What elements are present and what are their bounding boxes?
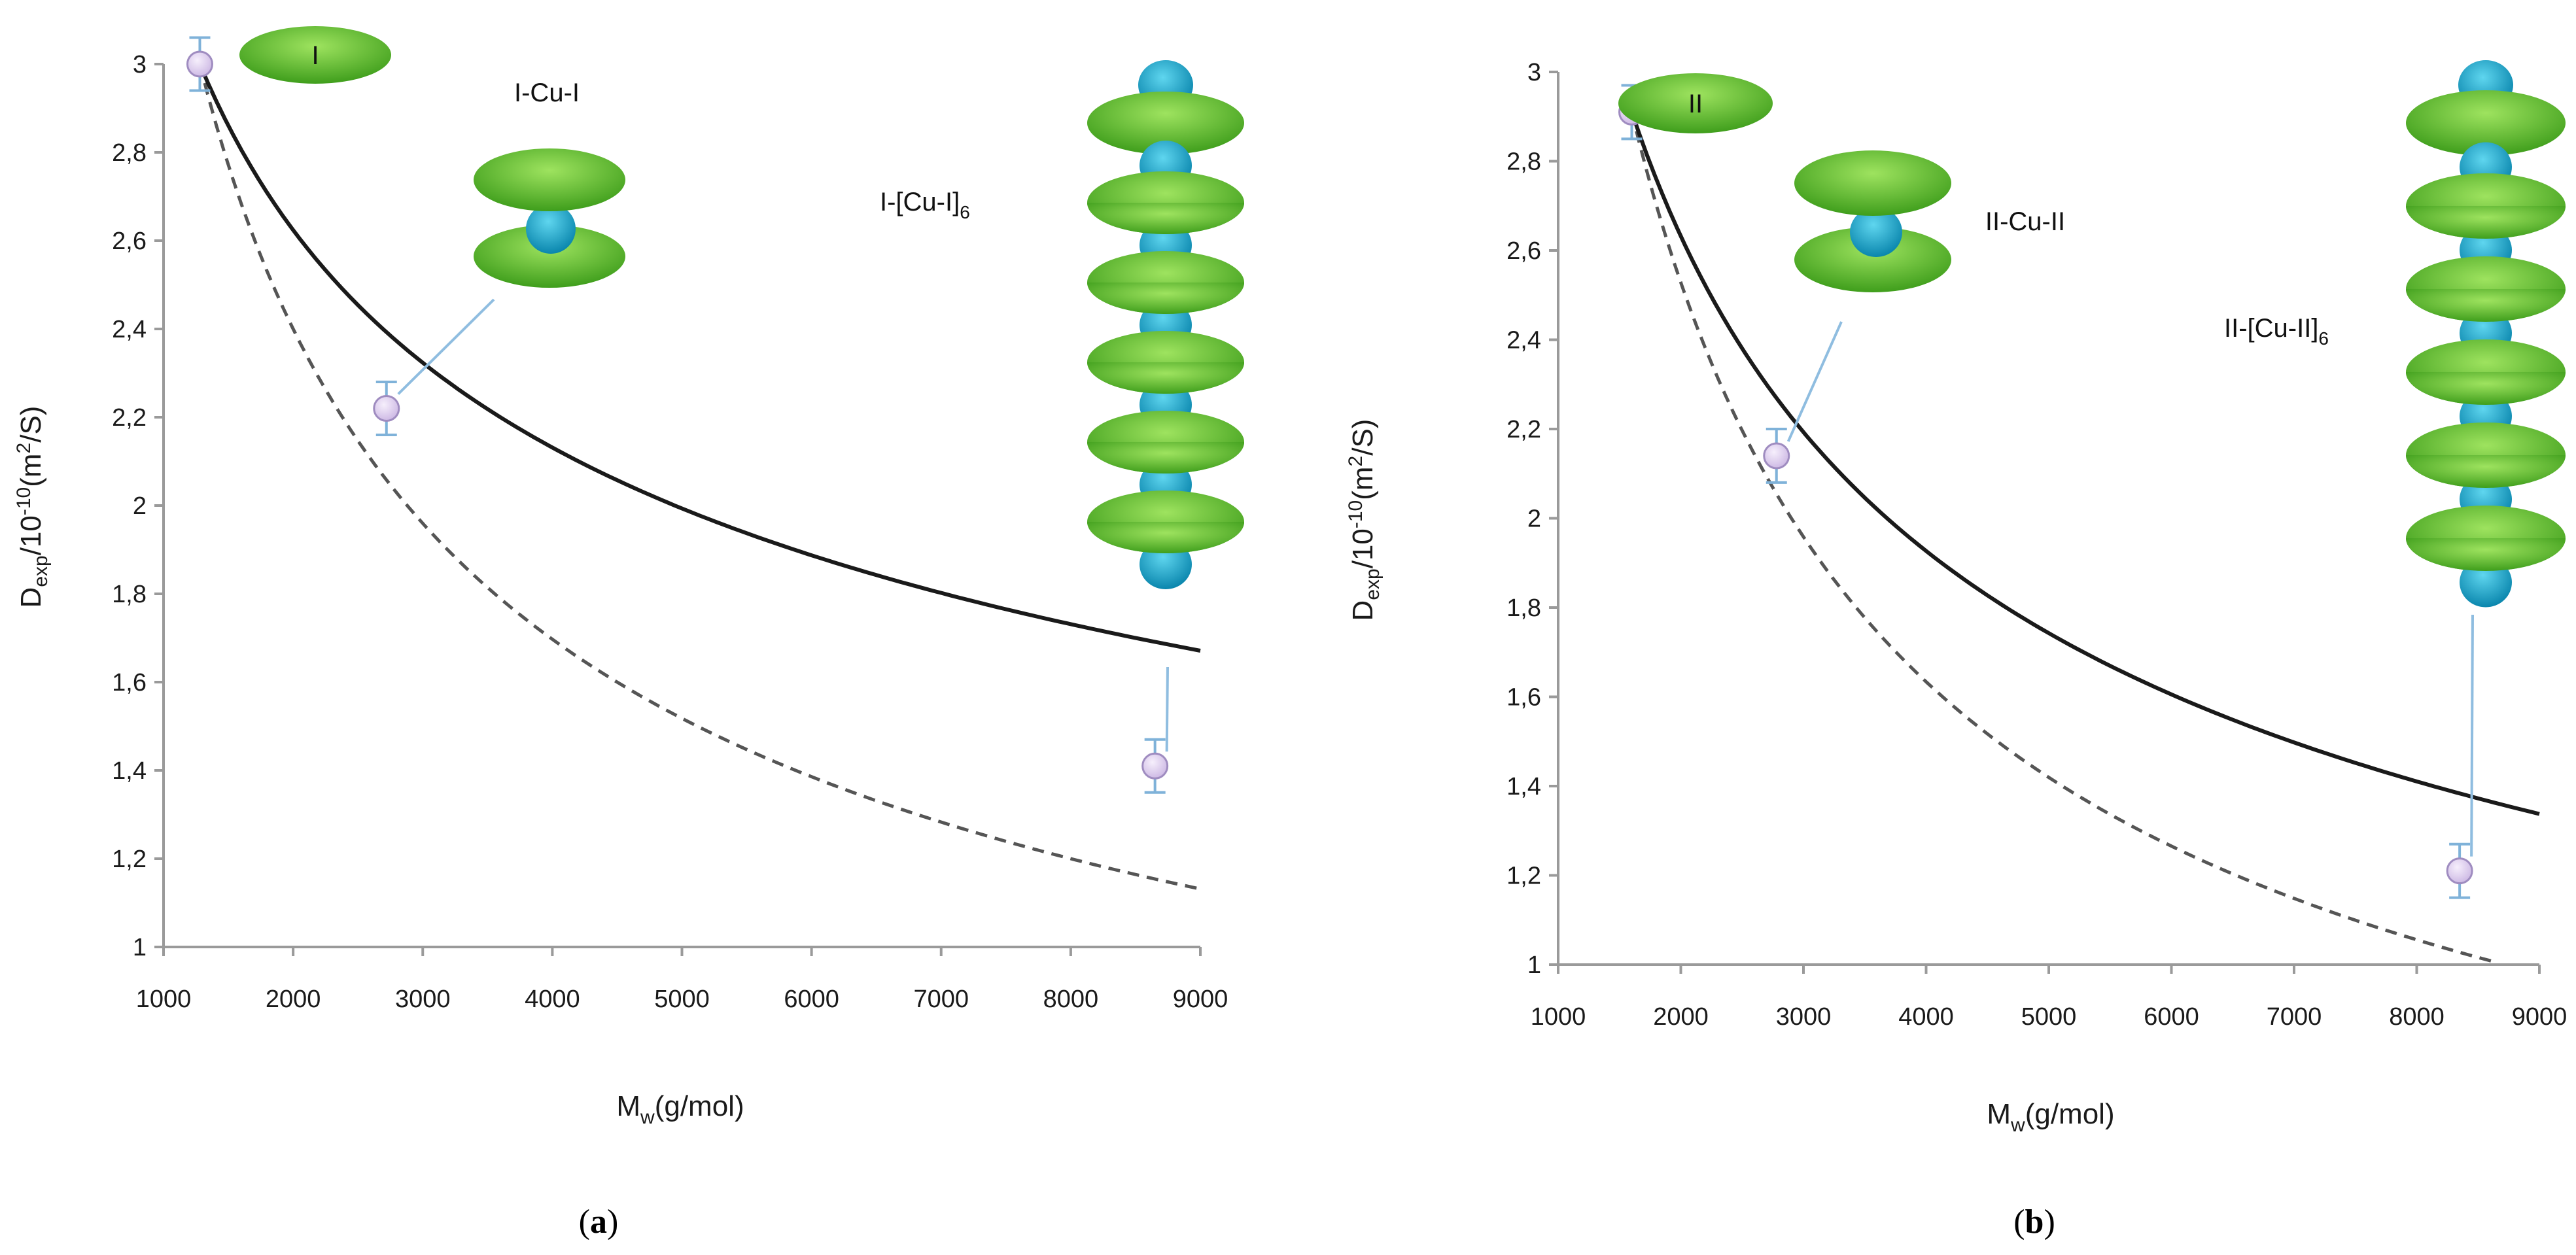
solid-fit-curve bbox=[1629, 111, 2540, 816]
leader-line bbox=[1786, 321, 1843, 442]
monomer-label: II bbox=[1688, 90, 1703, 118]
monomer-disk-icon: II bbox=[1618, 73, 1773, 133]
y-tick-label: 2,4 bbox=[112, 316, 147, 343]
x-tick-label: 7000 bbox=[2267, 1003, 2322, 1031]
solid-fit-curve bbox=[198, 63, 1201, 653]
y-tick-label: 2,6 bbox=[112, 228, 147, 255]
y-tick-label: 2,8 bbox=[1506, 148, 1541, 176]
x-ticks: 1000 2000 3000 4000 5000 6000 7000 8000 9000 bbox=[136, 947, 1228, 1013]
dimer-label: II-Cu-II bbox=[1985, 207, 2065, 236]
y-tick-label: 2,8 bbox=[112, 139, 147, 167]
x-ticks: 1000 2000 3000 4000 5000 6000 7000 8000 9000 bbox=[1531, 965, 2567, 1031]
x-tick-label: 5000 bbox=[2021, 1003, 2077, 1031]
monomer-disk-icon: I bbox=[239, 26, 391, 84]
y-tick-label: 1,2 bbox=[112, 846, 147, 873]
panel-label: (b) bbox=[2013, 1203, 2055, 1241]
dimer-icon bbox=[1794, 150, 1951, 292]
y-tick-label: 1,2 bbox=[1506, 863, 1541, 890]
dimer-icon bbox=[474, 148, 625, 288]
y-tick-label: 2,2 bbox=[112, 404, 147, 432]
y-tick-label: 1,8 bbox=[1506, 594, 1541, 622]
x-tick-label: 3000 bbox=[395, 986, 451, 1013]
data-point bbox=[373, 395, 400, 422]
leader-line bbox=[1165, 666, 1169, 752]
data-point bbox=[186, 50, 213, 78]
ligand-disk-icon bbox=[2406, 206, 2566, 239]
polymer-label: II-[Cu-II]6 bbox=[2224, 314, 2329, 349]
y-tick-label: 3 bbox=[1527, 59, 1541, 86]
panel-a: 1 1,2 1,4 1,6 1,8 2 2,2 2,4 2,6 2,8 3 1000 2000 3000… bbox=[13, 26, 1244, 1241]
x-axis-label: Mw(g/mol) bbox=[616, 1090, 744, 1128]
y-tick-label: 2 bbox=[133, 492, 147, 520]
y-ticks: 1 1,2 1,4 1,6 1,8 2 2,2 2,4 2,6 2,8 3 bbox=[1506, 59, 1558, 979]
ligand-disk-icon bbox=[2406, 372, 2566, 405]
ligand-disk-icon bbox=[1087, 442, 1244, 473]
x-tick-label: 9000 bbox=[1173, 986, 1228, 1013]
dashed-fit-curve bbox=[1630, 111, 2498, 965]
x-tick-label: 8000 bbox=[1043, 986, 1099, 1013]
y-tick-label: 2,2 bbox=[1506, 416, 1541, 443]
y-tick-label: 1,8 bbox=[112, 581, 147, 608]
panel-label: (a) bbox=[579, 1203, 619, 1241]
x-tick-label: 3000 bbox=[1776, 1003, 1832, 1031]
data-points bbox=[186, 36, 1169, 794]
x-tick-label: 2000 bbox=[266, 986, 321, 1013]
leader-line bbox=[2470, 614, 2474, 857]
ligand-disk-icon bbox=[1087, 203, 1244, 234]
ligand-disk-icon bbox=[1087, 283, 1244, 314]
data-point bbox=[1141, 752, 1169, 780]
leader-line bbox=[397, 298, 495, 395]
y-tick-label: 2,4 bbox=[1506, 327, 1541, 354]
x-tick-label: 4000 bbox=[1898, 1003, 1954, 1031]
y-ticks: 1 1,2 1,4 1,6 1,8 2 2,2 2,4 2,6 2,8 3 bbox=[112, 51, 164, 961]
y-axis-label: Dexp/10-10(m2/S) bbox=[1345, 419, 1384, 621]
x-tick-label: 6000 bbox=[784, 986, 839, 1013]
polymer-stack-icon bbox=[2406, 60, 2566, 608]
x-tick-label: 8000 bbox=[2389, 1003, 2445, 1031]
ligand-disk-icon bbox=[2406, 455, 2566, 488]
ligand-disk-icon bbox=[2406, 538, 2566, 571]
x-tick-label: 4000 bbox=[525, 986, 580, 1013]
leader-lines bbox=[397, 298, 1169, 752]
x-tick-label: 6000 bbox=[2144, 1003, 2199, 1031]
data-point bbox=[2446, 857, 2473, 885]
ligand-disk-icon bbox=[1087, 92, 1244, 154]
dimer-label: I-Cu-I bbox=[514, 78, 580, 107]
polymer-stack-icon bbox=[1087, 60, 1244, 589]
dashed-fit-curve bbox=[198, 63, 1201, 891]
ligand-disk-icon bbox=[2406, 289, 2566, 322]
ligand-disk-icon bbox=[2406, 90, 2566, 156]
x-tick-label: 1000 bbox=[136, 986, 192, 1013]
y-tick-label: 1,6 bbox=[112, 669, 147, 696]
ligand-disk-icon bbox=[1087, 522, 1244, 553]
y-tick-label: 1 bbox=[133, 934, 147, 961]
monomer-label: I bbox=[311, 41, 319, 70]
y-tick-label: 1,4 bbox=[1506, 773, 1541, 800]
y-tick-label: 2 bbox=[1527, 506, 1541, 533]
panel-b: 1 1,2 1,4 1,6 1,8 2 2,2 2,4 2,6 2,8 3 1000 2000 3000… bbox=[1345, 59, 2567, 1241]
x-tick-label: 7000 bbox=[913, 986, 969, 1013]
x-tick-label: 9000 bbox=[2512, 1003, 2567, 1031]
y-tick-label: 3 bbox=[133, 51, 147, 78]
y-tick-label: 1,4 bbox=[112, 757, 147, 785]
leader-lines bbox=[1786, 321, 2474, 857]
x-tick-label: 2000 bbox=[1653, 1003, 1709, 1031]
y-tick-label: 2,6 bbox=[1506, 237, 1541, 265]
x-axis-label: Mw(g/mol) bbox=[1987, 1098, 2114, 1136]
y-tick-label: 1 bbox=[1527, 952, 1541, 979]
y-tick-label: 1,6 bbox=[1506, 684, 1541, 712]
y-axis-label: Dexp/10-10(m2/S) bbox=[13, 406, 52, 608]
polymer-label: I-[Cu-I]6 bbox=[880, 188, 970, 222]
data-point bbox=[1763, 442, 1790, 470]
x-tick-label: 5000 bbox=[654, 986, 710, 1013]
x-tick-label: 1000 bbox=[1531, 1003, 1586, 1031]
ligand-disk-icon bbox=[1087, 362, 1244, 394]
